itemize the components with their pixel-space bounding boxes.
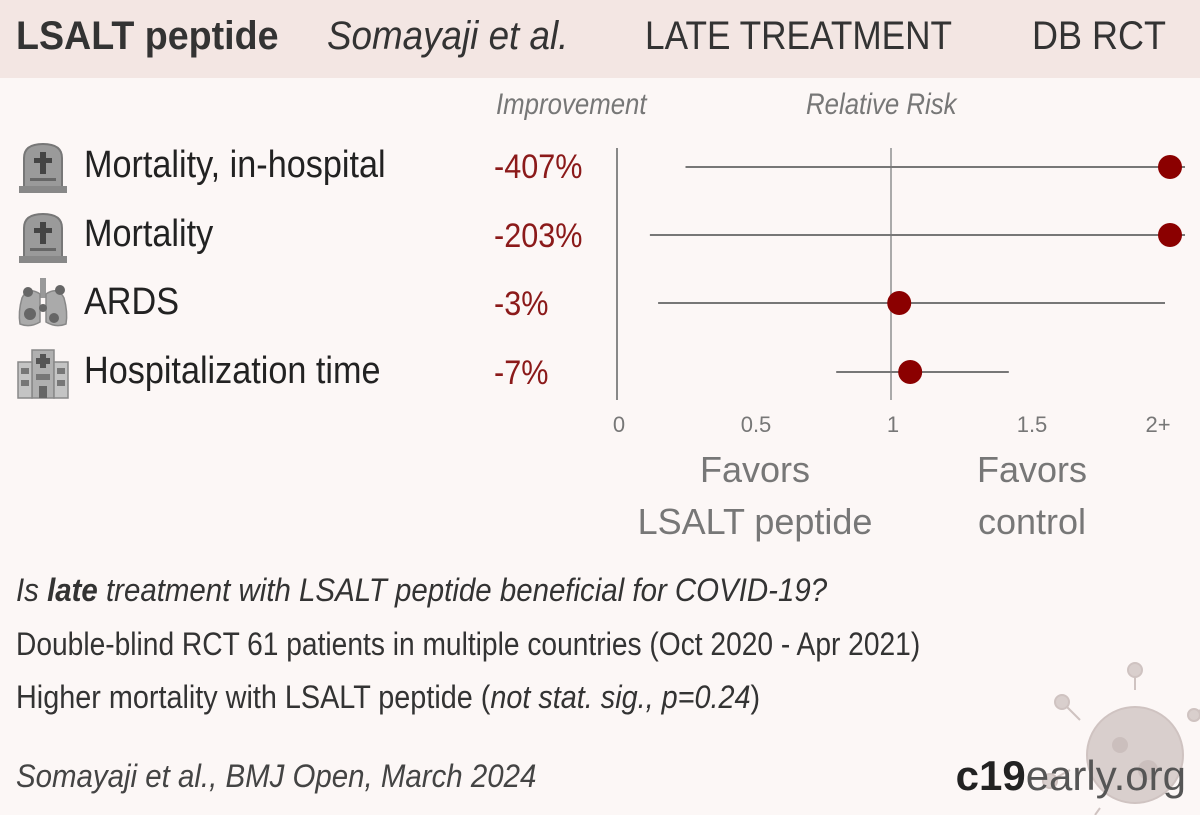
favors-treatment-label: Favors LSALT peptide <box>637 449 873 542</box>
improvement-value: -3% <box>494 285 549 323</box>
brand-bold: c19 <box>955 752 1026 799</box>
favors-control-label: Favors control <box>976 449 1088 542</box>
outcome-label: Mortality <box>84 213 214 255</box>
result-summary: Higher mortality with LSALT peptide (not… <box>16 679 760 716</box>
x-tick-label: 0.5 <box>741 412 772 437</box>
outcome-label: Mortality, in-hospital <box>84 144 386 186</box>
lungs-virus-icon <box>18 278 68 327</box>
treatment-name: LSALT peptide <box>16 14 279 58</box>
improvement-column-header: Improvement <box>496 88 647 121</box>
improvement-value: -7% <box>494 354 549 392</box>
x-tick-label: 1.5 <box>1017 412 1048 437</box>
x-tick-label: 2+ <box>1145 412 1170 437</box>
rr-point <box>887 291 912 315</box>
author-name: Somayaji et al. <box>327 14 569 58</box>
title-bar: LSALT peptide Somayaji et al. LATE TREAT… <box>0 0 1200 78</box>
citation: Somayaji et al., BMJ Open, March 2024 <box>16 758 537 794</box>
outcome-label: ARDS <box>84 281 180 323</box>
question-emphasis: late <box>47 572 98 608</box>
question-prefix: Is <box>16 572 48 608</box>
question-text: Is late treatment with LSALT peptide ben… <box>16 572 827 609</box>
improvement-value: -407% <box>494 148 583 186</box>
tombstone-icon <box>19 212 67 263</box>
relative-risk-column-header: Relative Risk <box>806 88 957 121</box>
question-suffix: treatment with LSALT peptide beneficial … <box>97 572 828 608</box>
x-tick-label: 0 <box>613 412 625 437</box>
rr-point <box>1158 155 1182 179</box>
result-note: not stat. sig., p=0.24 <box>490 679 751 715</box>
study-design: DB RCT <box>1032 14 1167 58</box>
virus-watermark-icon <box>1042 662 1200 815</box>
outcome-label: Hospitalization time <box>84 350 381 392</box>
hospital-icon <box>17 349 69 399</box>
brand-logo[interactable]: c19early.org <box>956 752 1186 800</box>
result-main: Higher mortality with LSALT peptide ( <box>16 679 491 715</box>
improvement-value: -203% <box>494 217 583 255</box>
rr-point <box>898 360 923 384</box>
result-close: ) <box>750 679 761 715</box>
rr-point <box>1158 223 1182 247</box>
treatment-stage: LATE TREATMENT <box>645 14 953 58</box>
brand-light: early.org <box>1025 752 1186 799</box>
x-tick-label: 1 <box>887 412 899 437</box>
study-description: Double-blind RCT 61 patients in multiple… <box>16 626 921 662</box>
tombstone-icon <box>19 142 67 193</box>
